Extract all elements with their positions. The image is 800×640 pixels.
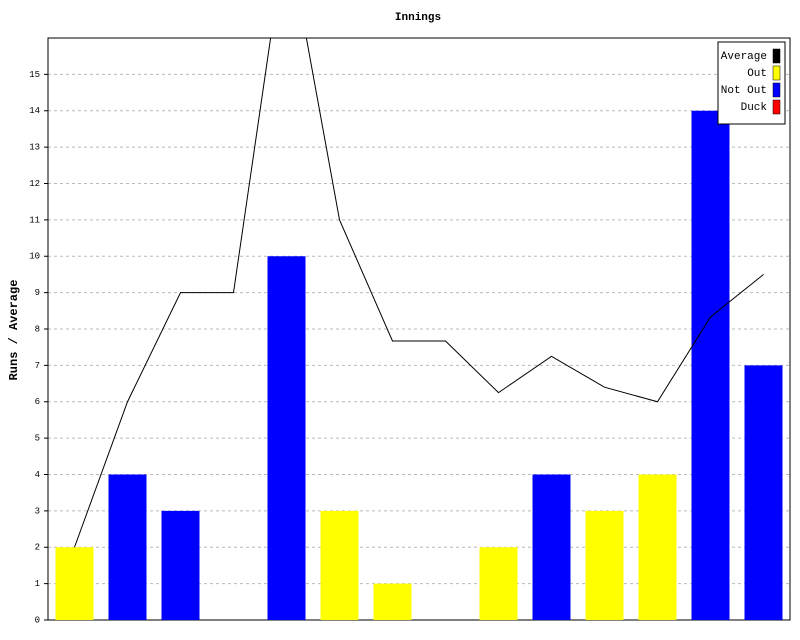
y-tick-label: 8 bbox=[35, 324, 40, 334]
y-tick-label: 11 bbox=[29, 215, 40, 225]
legend-label: Duck bbox=[741, 102, 768, 114]
legend-swatch bbox=[772, 48, 781, 64]
bar bbox=[55, 547, 94, 620]
legend-swatch bbox=[772, 65, 781, 81]
y-tick-label: 0 bbox=[35, 615, 40, 625]
y-axis-label: Runs / Average bbox=[7, 280, 21, 381]
y-tick-label: 1 bbox=[35, 579, 40, 589]
y-tick-label: 13 bbox=[29, 143, 40, 153]
legend-label: Not Out bbox=[721, 85, 767, 97]
y-tick-label: 15 bbox=[29, 70, 40, 80]
bar bbox=[691, 110, 730, 620]
bar bbox=[744, 365, 783, 620]
bar bbox=[479, 547, 518, 620]
plot-frame bbox=[47, 37, 791, 621]
bar bbox=[532, 474, 571, 620]
bar bbox=[108, 474, 147, 620]
bar bbox=[161, 510, 200, 620]
bar bbox=[320, 510, 359, 620]
bar bbox=[267, 256, 306, 620]
legend-swatch bbox=[772, 82, 781, 98]
y-tick-label: 9 bbox=[35, 288, 40, 298]
y-tick-label: 5 bbox=[35, 434, 40, 444]
y-tick-label: 4 bbox=[35, 470, 40, 480]
legend-label: Out bbox=[747, 68, 767, 80]
y-tick-label: 2 bbox=[35, 543, 40, 553]
bar bbox=[373, 583, 412, 620]
y-tick-label: 10 bbox=[29, 252, 40, 262]
y-tick-label: 7 bbox=[35, 361, 40, 371]
y-tick-label: 6 bbox=[35, 397, 40, 407]
chart-title: Innings bbox=[395, 12, 441, 24]
legend-label: Average bbox=[721, 51, 767, 63]
y-tick-label: 14 bbox=[29, 106, 40, 116]
y-tick-label: 3 bbox=[35, 506, 40, 516]
y-tick-label: 12 bbox=[29, 179, 40, 189]
bar bbox=[638, 474, 677, 620]
average-line bbox=[74, 38, 764, 548]
legend-swatch bbox=[772, 99, 781, 115]
bar bbox=[585, 510, 624, 620]
